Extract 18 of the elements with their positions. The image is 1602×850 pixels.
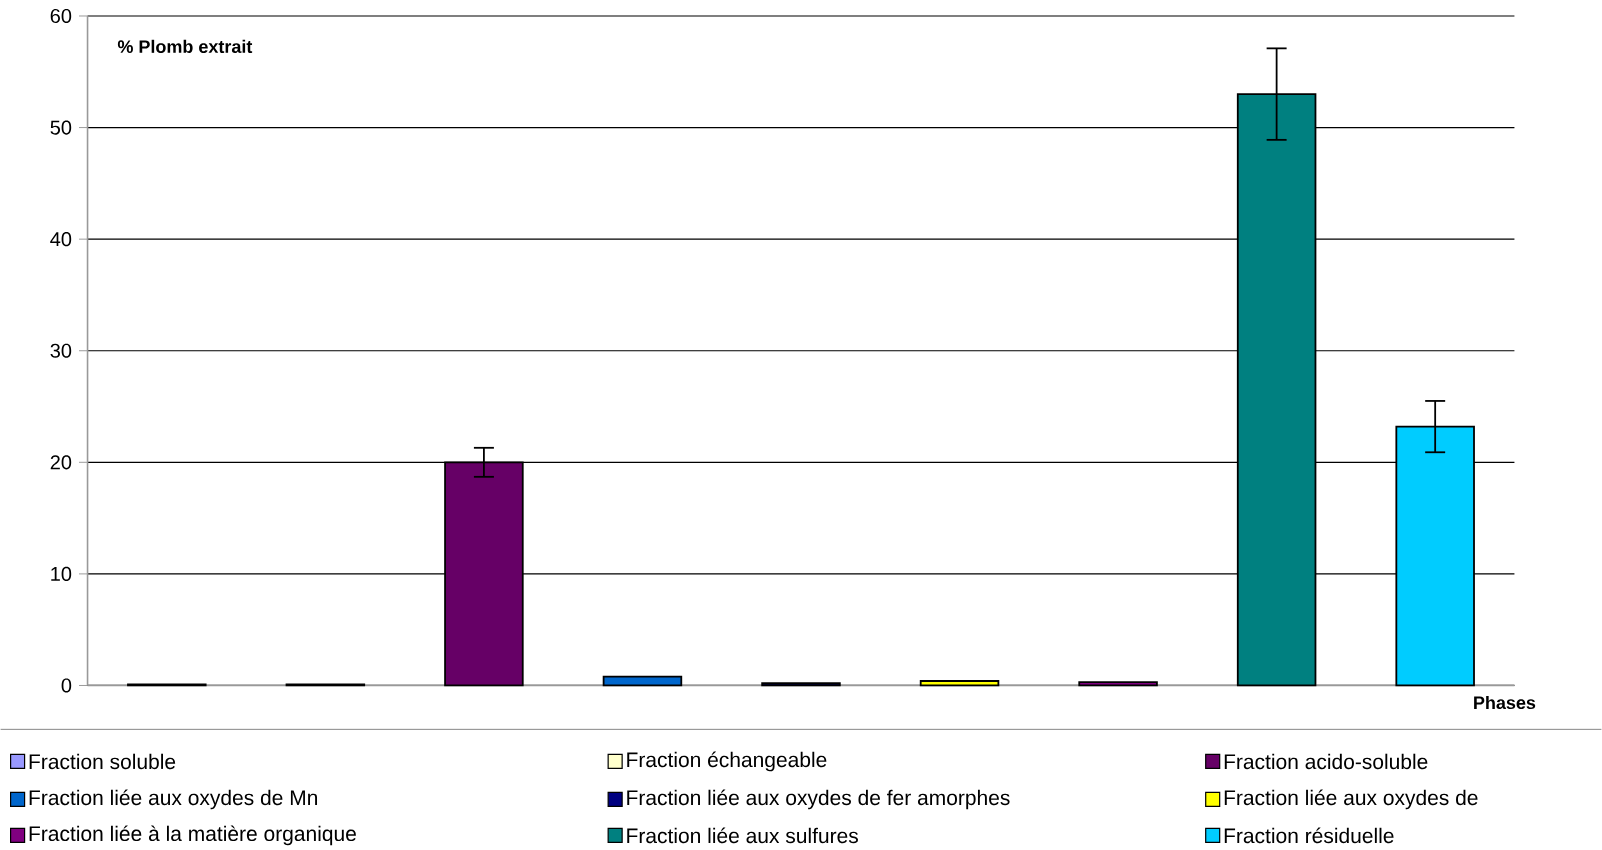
legend-label: Fraction résiduelle [1224, 827, 1394, 844]
y-axis-title: % Plomb extrait [117, 39, 253, 53]
y-tick-label: 0 [61, 678, 72, 693]
y-tick-label: 30 [50, 343, 72, 358]
x-axis-title: Phases [1474, 695, 1536, 709]
legend-label: Fraction soluble [29, 753, 176, 769]
y-tick-label: 50 [50, 120, 72, 135]
legend-label: Fraction liée aux oxydes de fer amorphes [627, 789, 1010, 810]
legend-label: Fraction liée aux sulfures [627, 827, 858, 844]
y-tick-label: 10 [51, 566, 72, 581]
y-tick-label: 60 [50, 8, 72, 23]
y-tick-label: 20 [50, 455, 72, 470]
legend-label: Fraction liée aux oxydes de [1224, 789, 1478, 810]
legend-label: Fraction acido-soluble [1224, 753, 1428, 769]
legend-label: Fraction échangeable [627, 751, 827, 772]
y-tick-label: 40 [50, 231, 72, 247]
legend-label: Fraction liée à la matière organique [29, 825, 356, 846]
legend-label: Fraction liée aux oxydes de Mn [29, 789, 318, 810]
